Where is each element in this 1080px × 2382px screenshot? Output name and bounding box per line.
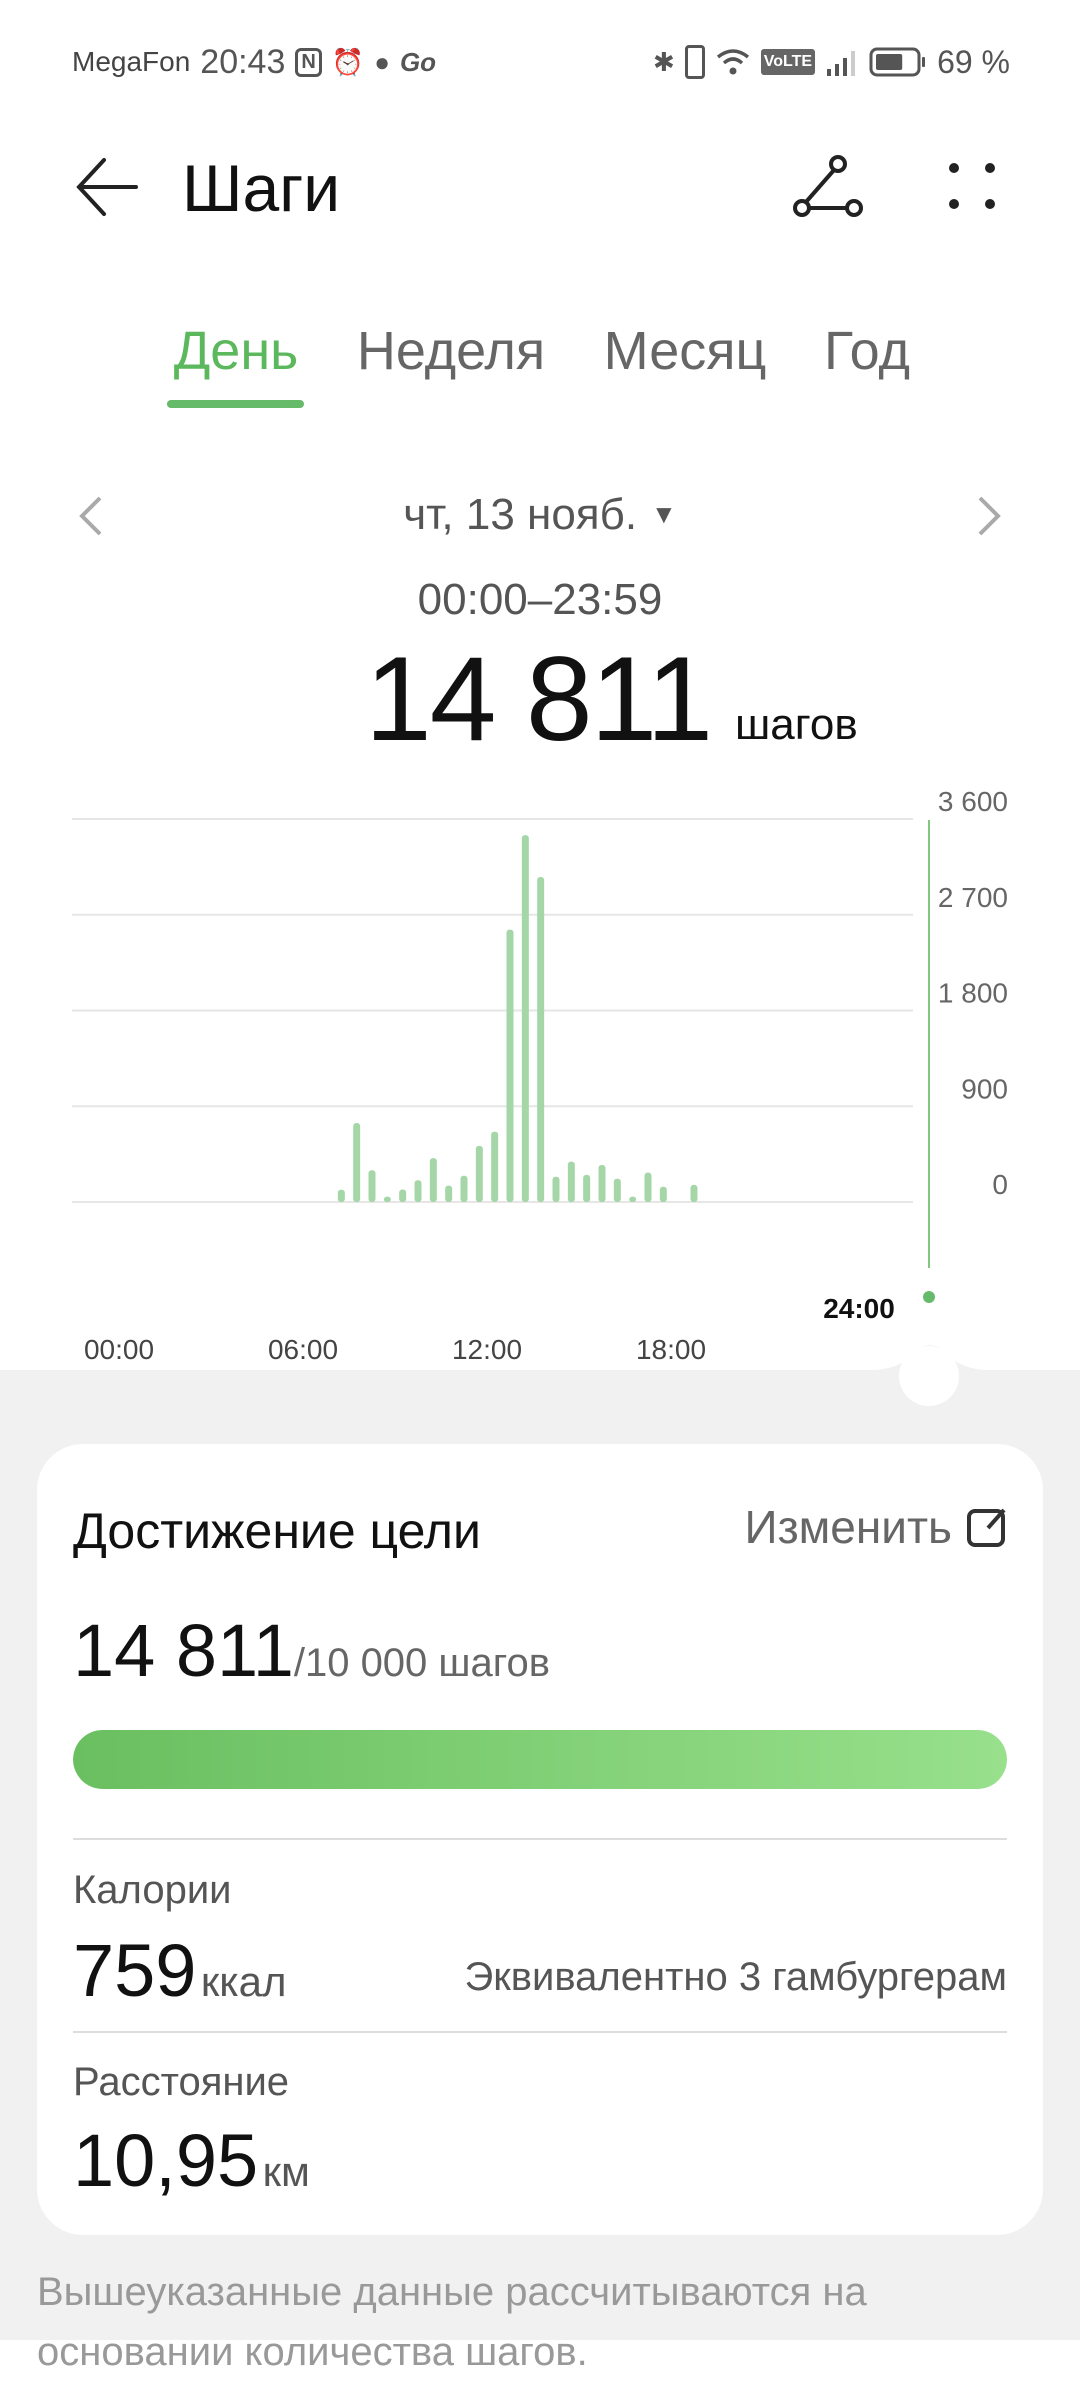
step-bar	[613, 1178, 621, 1202]
step-bar	[659, 1186, 667, 1202]
tab-day[interactable]: День	[173, 321, 299, 381]
step-bar	[368, 1170, 376, 1202]
go-icon: Go	[399, 46, 437, 77]
step-bar	[445, 1185, 453, 1202]
vibrate-icon	[684, 45, 705, 79]
calories-unit: ккал	[200, 1958, 287, 2005]
tab-month[interactable]: Месяц	[603, 321, 767, 381]
next-day-button[interactable]	[974, 494, 1004, 538]
x-tick-label: 12:00	[452, 1334, 522, 1365]
tab-year[interactable]: Год	[824, 321, 910, 381]
step-bar	[537, 876, 545, 1202]
distance-value: 10,95	[73, 2119, 259, 2202]
date-selector[interactable]: чт, 13 нояб. ▼	[0, 490, 1080, 540]
step-bar	[629, 1196, 637, 1202]
scrubber-handle[interactable]	[899, 1346, 959, 1406]
chat-icon: ●	[374, 46, 390, 77]
scrubber-track	[0, 1345, 1080, 1420]
x-tick-label: 06:00	[268, 1334, 338, 1365]
step-bar	[460, 1175, 468, 1202]
back-button[interactable]	[74, 156, 140, 218]
y-tick-label: 0	[992, 1169, 1008, 1200]
goal-progress-bar	[73, 1730, 1007, 1789]
footer-note-line: Вышеуказанные данные рассчитываются на	[37, 2270, 867, 2314]
y-tick-label: 2 700	[938, 882, 1008, 913]
time-range: 00:00–23:59	[417, 575, 663, 624]
edit-label: Изменить	[744, 1501, 953, 1553]
goal-progress-fill	[73, 1730, 1007, 1789]
carrier-name: MegaFon	[72, 46, 191, 77]
step-bar	[353, 1123, 361, 1202]
volte-icon: VoLTE	[760, 49, 816, 75]
footer-note-line: основании количества шагов.	[37, 2330, 588, 2374]
step-bar	[475, 1145, 483, 1202]
steps-unit: шагов	[735, 700, 858, 749]
divider	[73, 1838, 1007, 1840]
battery-icon	[869, 47, 926, 77]
goal-target: /10 000 шагов	[293, 1641, 550, 1685]
step-bar	[690, 1184, 698, 1202]
goal-title: Достижение цели	[73, 1503, 481, 1559]
status-bar-left: MegaFon 20:43 N ⏰ ● Go	[72, 40, 436, 84]
tab-week[interactable]: Неделя	[356, 321, 546, 381]
goal-current: 14 811	[73, 1609, 294, 1692]
step-bar	[567, 1161, 575, 1202]
calories-value: 759	[73, 1929, 197, 2012]
arrow-left-icon	[76, 158, 138, 216]
distance-label: Расстояние	[73, 2060, 290, 2104]
footer-note: Вышеуказанные данные рассчитываются на о…	[37, 2262, 1037, 2382]
time-cursor-dot	[923, 1291, 935, 1303]
caret-down-icon: ▼	[651, 499, 677, 529]
step-bar	[383, 1196, 391, 1202]
calories-equivalent: Эквивалентно 3 гамбургерам	[464, 1955, 1007, 1999]
signal-icon	[827, 51, 856, 76]
step-bar	[644, 1172, 652, 1202]
step-bar	[552, 1176, 560, 1202]
step-bar	[491, 1131, 499, 1202]
distance-unit: км	[262, 2148, 310, 2195]
step-bar	[337, 1189, 345, 1202]
step-bar	[414, 1180, 422, 1202]
chevron-right-icon	[978, 496, 1001, 536]
battery-percent: 69 %	[937, 43, 1010, 80]
step-bar	[598, 1164, 606, 1202]
calories-label: Калории	[73, 1868, 232, 1912]
edit-goal-button[interactable]: Изменить	[745, 1500, 1009, 1554]
divider	[73, 2031, 1007, 2033]
edit-icon	[967, 1508, 1006, 1547]
clock: 20:43	[200, 42, 286, 81]
x-tick-label: 00:00	[84, 1334, 154, 1365]
page-title: Шаги	[182, 151, 341, 225]
y-tick-label: 3 600	[938, 786, 1008, 817]
alarm-icon: ⏰	[331, 46, 365, 77]
share-icon	[793, 155, 863, 217]
status-bar-right: ✱ VoLTE 69 %	[653, 40, 1010, 84]
x-tick-label: 18:00	[636, 1334, 706, 1365]
wifi-icon	[716, 49, 749, 75]
y-tick-label: 900	[961, 1073, 1008, 1104]
more-icon	[949, 163, 995, 209]
cursor-time-label: 24:00	[823, 1293, 895, 1324]
goal-progress-text: 14 811/10 000 шагов	[73, 1608, 550, 1693]
nfc-icon: N	[295, 47, 322, 77]
bluetooth-icon: ✱	[652, 46, 675, 77]
share-button[interactable]	[790, 152, 866, 220]
chevron-left-icon	[79, 496, 102, 536]
y-tick-label: 1 800	[938, 978, 1008, 1009]
step-bar	[399, 1189, 407, 1202]
more-button[interactable]	[944, 158, 1000, 214]
total-steps: 14 811	[365, 632, 713, 766]
step-bar	[429, 1158, 437, 1202]
step-bar	[583, 1174, 591, 1202]
step-bar	[506, 929, 514, 1202]
calories-value-row: 759 ккал	[73, 1928, 286, 2013]
previous-day-button[interactable]	[76, 494, 106, 538]
date-label: чт, 13 нояб.	[403, 490, 638, 539]
step-bar	[521, 835, 529, 1202]
active-tab-indicator	[167, 400, 304, 408]
distance-value-row: 10,95 км	[73, 2118, 310, 2203]
